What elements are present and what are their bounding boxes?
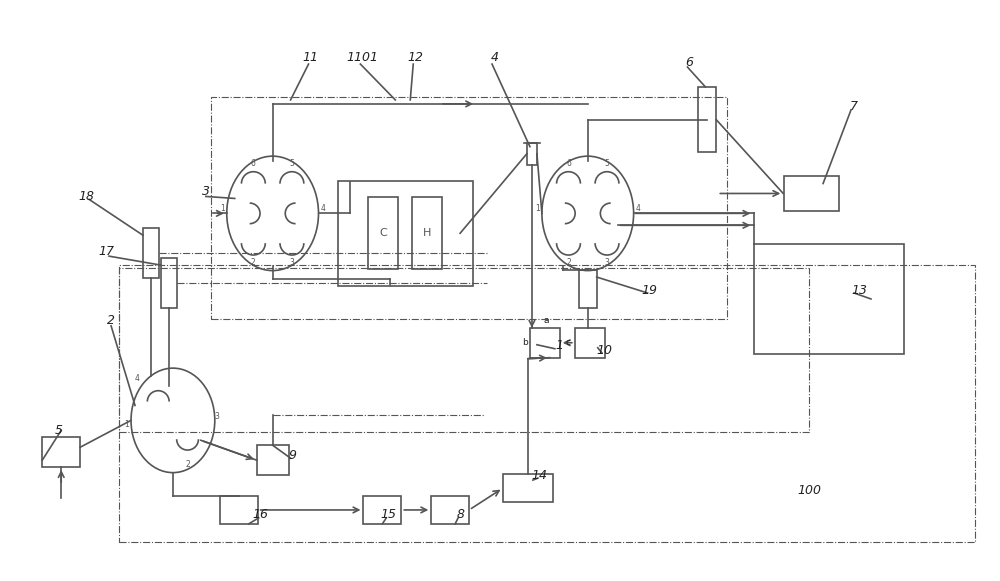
Text: 6: 6 bbox=[251, 159, 256, 168]
Text: 5: 5 bbox=[605, 159, 609, 168]
Text: 9: 9 bbox=[289, 449, 297, 462]
Text: 2: 2 bbox=[566, 259, 571, 267]
Text: c: c bbox=[565, 338, 570, 347]
Text: 5: 5 bbox=[55, 424, 63, 437]
Bar bbox=[698, 88, 716, 152]
Bar bbox=[784, 176, 839, 211]
Bar bbox=[143, 228, 159, 278]
Text: 1: 1 bbox=[535, 205, 540, 213]
Text: 4: 4 bbox=[636, 205, 641, 213]
Text: 18: 18 bbox=[78, 190, 94, 203]
Bar bbox=[42, 437, 80, 467]
Bar bbox=[431, 496, 469, 524]
Text: 4: 4 bbox=[321, 205, 326, 213]
Text: H: H bbox=[423, 228, 431, 238]
Text: 6: 6 bbox=[566, 159, 571, 168]
Text: 8: 8 bbox=[456, 508, 464, 521]
Bar bbox=[119, 268, 809, 432]
Text: 3: 3 bbox=[202, 185, 210, 198]
Text: 4: 4 bbox=[491, 51, 499, 64]
Bar bbox=[257, 445, 289, 475]
Text: 2: 2 bbox=[107, 314, 115, 327]
Bar bbox=[503, 474, 553, 502]
Bar bbox=[754, 244, 904, 354]
Text: 100: 100 bbox=[797, 483, 821, 497]
Bar bbox=[579, 270, 597, 308]
Text: 5: 5 bbox=[289, 159, 294, 168]
Bar bbox=[220, 496, 258, 524]
Bar bbox=[527, 143, 537, 164]
Text: C: C bbox=[379, 228, 387, 238]
Bar bbox=[368, 198, 398, 269]
Bar bbox=[412, 198, 442, 269]
Text: 14: 14 bbox=[532, 469, 548, 482]
Bar bbox=[575, 328, 605, 358]
Text: 1: 1 bbox=[124, 420, 129, 429]
Bar bbox=[530, 328, 560, 358]
Text: 3: 3 bbox=[289, 259, 294, 267]
Text: 13: 13 bbox=[851, 285, 867, 297]
Bar bbox=[338, 181, 473, 285]
Text: 10: 10 bbox=[597, 344, 613, 357]
Bar bbox=[161, 258, 177, 308]
Text: 16: 16 bbox=[253, 508, 269, 521]
Text: 7: 7 bbox=[850, 101, 858, 113]
Text: 19: 19 bbox=[642, 285, 658, 297]
Text: 17: 17 bbox=[98, 245, 114, 258]
Text: 4: 4 bbox=[135, 374, 140, 383]
Text: a: a bbox=[543, 316, 549, 325]
Text: 3: 3 bbox=[214, 412, 219, 421]
Text: 15: 15 bbox=[380, 508, 396, 521]
Bar bbox=[119, 265, 975, 542]
Text: 1: 1 bbox=[556, 339, 564, 352]
Bar bbox=[363, 496, 401, 524]
Text: 1: 1 bbox=[220, 205, 225, 213]
Text: 12: 12 bbox=[407, 51, 423, 64]
Text: 2: 2 bbox=[185, 460, 190, 469]
Text: 6: 6 bbox=[685, 56, 693, 69]
Text: 1101: 1101 bbox=[346, 51, 378, 64]
Bar bbox=[211, 97, 727, 319]
Text: 2: 2 bbox=[251, 259, 256, 267]
Text: 3: 3 bbox=[605, 259, 609, 267]
Text: b: b bbox=[522, 338, 528, 347]
Text: 11: 11 bbox=[303, 51, 319, 64]
